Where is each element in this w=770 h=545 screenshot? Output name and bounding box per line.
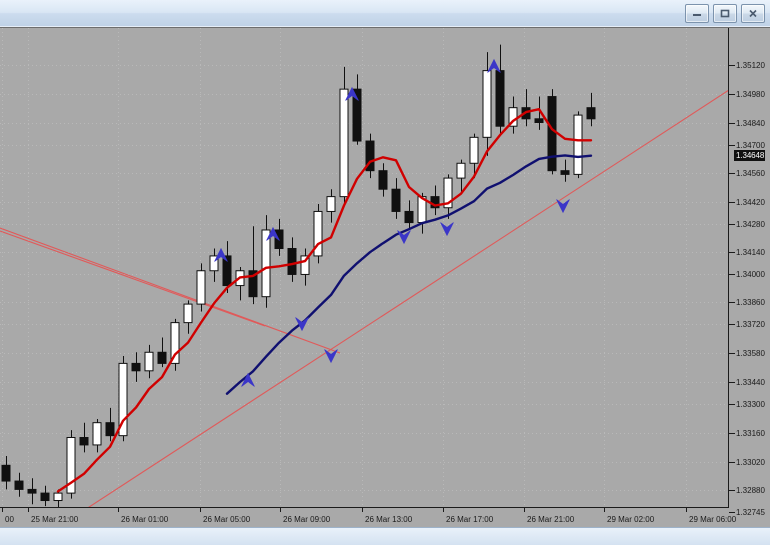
time-tick <box>28 508 29 512</box>
price-tick-label: 1.34840 <box>736 119 765 128</box>
price-tick <box>729 404 735 405</box>
price-tick-label: 1.33160 <box>736 429 765 438</box>
price-tick-label: 1.33020 <box>736 458 765 467</box>
trendline-layer[interactable] <box>0 28 729 528</box>
time-tick <box>524 508 525 512</box>
status-bar <box>0 527 770 545</box>
time-tick <box>2 508 3 512</box>
price-tick-label: 1.33440 <box>736 378 765 387</box>
time-tick-label: 25 Mar 21:00 <box>31 515 79 524</box>
price-tick-label: 1.33300 <box>736 400 765 409</box>
price-tick <box>729 353 735 354</box>
price-tick-label: 1.34140 <box>736 248 765 257</box>
price-tick-label: 1.34980 <box>736 90 765 99</box>
price-tick <box>729 145 735 146</box>
time-tick <box>443 508 444 512</box>
time-tick-label: 26 Mar 17:00 <box>446 515 494 524</box>
restore-button[interactable] <box>713 4 737 23</box>
price-tick <box>729 65 735 66</box>
price-tick <box>729 324 735 325</box>
time-tick-label: 00 <box>5 515 14 524</box>
time-tick <box>200 508 201 512</box>
price-tick <box>729 224 735 225</box>
time-tick-label: 26 Mar 01:00 <box>121 515 169 524</box>
price-tick <box>729 512 735 513</box>
plot-right-border <box>728 28 729 508</box>
time-tick-label: 26 Mar 05:00 <box>203 515 251 524</box>
price-tick <box>729 274 735 275</box>
signal-down-arrow[interactable] <box>440 222 454 237</box>
price-tick-label: 1.33860 <box>736 298 765 307</box>
price-tick-label: 1.34000 <box>736 270 765 279</box>
moving-average-layer <box>56 108 593 493</box>
time-tick-label: 26 Mar 21:00 <box>527 515 575 524</box>
signal-arrow-layer[interactable] <box>0 28 729 528</box>
time-tick <box>686 508 687 512</box>
price-axis[interactable]: 1.35120 1.34980 1.34840 1.34700 1.34560 1.344… <box>729 28 770 539</box>
close-button[interactable] <box>741 4 765 23</box>
signal-up-arrow[interactable] <box>241 372 255 387</box>
time-tick-label: 29 Mar 02:00 <box>607 515 655 524</box>
price-tick <box>729 202 735 203</box>
price-tick <box>729 173 735 174</box>
signal-down-arrow[interactable] <box>295 317 309 332</box>
close-icon <box>749 9 757 18</box>
price-tick <box>729 123 735 124</box>
window-titlebar[interactable] <box>0 0 770 26</box>
price-tick-label: 1.34280 <box>736 220 765 229</box>
signal-up-arrow[interactable] <box>345 86 359 101</box>
price-tick-label: 1.32745 <box>736 508 765 517</box>
time-axis[interactable]: 00 25 Mar 21:00 26 Mar 01:00 26 Mar 05:00 26… <box>0 508 736 528</box>
restore-icon <box>720 9 730 18</box>
window-controls <box>685 4 765 23</box>
price-tick-label: 1.34700 <box>736 141 765 150</box>
current-price-label: 1.34648 <box>734 150 766 161</box>
signal-down-arrow[interactable] <box>397 230 411 245</box>
time-tick-label: 29 Mar 06:00 <box>689 515 737 524</box>
time-tick-label: 26 Mar 09:00 <box>283 515 331 524</box>
price-tick-label: 1.33580 <box>736 349 765 358</box>
time-tick <box>604 508 605 512</box>
chart-plot-area[interactable] <box>0 28 729 528</box>
minimize-icon <box>693 14 701 16</box>
time-tick <box>118 508 119 512</box>
signal-down-arrow[interactable] <box>324 349 338 364</box>
signal-down-arrow[interactable] <box>556 199 570 214</box>
price-tick <box>729 252 735 253</box>
price-tick-label: 1.33720 <box>736 320 765 329</box>
price-tick <box>729 94 735 95</box>
price-tick-label: 1.35120 <box>736 61 765 70</box>
plot-bottom-border <box>0 507 729 508</box>
time-tick <box>362 508 363 512</box>
time-tick <box>280 508 281 512</box>
chart-window[interactable]: 1.35120 1.34980 1.34840 1.34700 1.34560 1.344… <box>0 27 770 539</box>
price-tick-label: 1.34420 <box>736 198 765 207</box>
price-tick <box>729 490 735 491</box>
signal-up-arrow[interactable] <box>487 58 501 73</box>
price-tick <box>729 462 735 463</box>
price-tick-label: 1.34560 <box>736 169 765 178</box>
signal-up-arrow[interactable] <box>266 226 280 241</box>
price-tick <box>729 433 735 434</box>
price-tick <box>729 382 735 383</box>
price-tick <box>729 302 735 303</box>
price-tick-label: 1.32880 <box>736 486 765 495</box>
time-tick-label: 26 Mar 13:00 <box>365 515 413 524</box>
signal-up-arrow[interactable] <box>214 247 228 262</box>
minimize-button[interactable] <box>685 4 709 23</box>
